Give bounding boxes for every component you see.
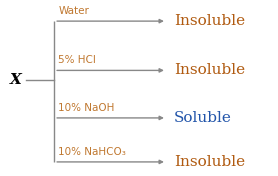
Text: 10% NaOH: 10% NaOH <box>58 103 115 113</box>
Text: Water: Water <box>58 6 89 16</box>
Text: X: X <box>9 73 21 87</box>
Text: Insoluble: Insoluble <box>174 63 245 77</box>
Text: Insoluble: Insoluble <box>174 155 245 169</box>
Text: 5% HCl: 5% HCl <box>58 55 96 65</box>
Text: Soluble: Soluble <box>174 111 232 125</box>
Text: Insoluble: Insoluble <box>174 14 245 28</box>
Text: 10% NaHCO₃: 10% NaHCO₃ <box>58 147 126 157</box>
